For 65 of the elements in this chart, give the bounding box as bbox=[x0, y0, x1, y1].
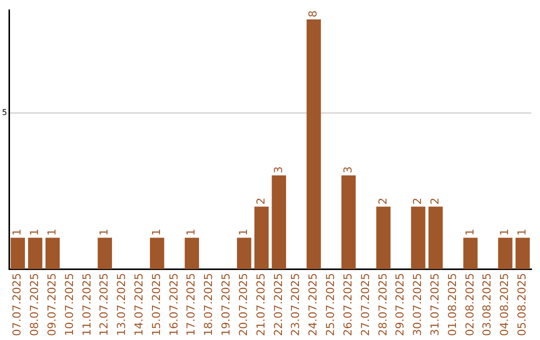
bar bbox=[376, 206, 391, 270]
x-tick-label: 17.07.2025 bbox=[184, 273, 198, 336]
x-tick-label: 22.07.2025 bbox=[272, 273, 285, 336]
data-label: 1 bbox=[28, 228, 42, 236]
x-tick-label: 08.07.2025 bbox=[28, 273, 42, 336]
data-label: 1 bbox=[98, 228, 111, 236]
x-tick-label: 07.07.2025 bbox=[10, 273, 24, 336]
x-tick-label: 16.07.2025 bbox=[167, 273, 180, 336]
bar bbox=[98, 238, 112, 270]
bar bbox=[498, 238, 512, 270]
bar bbox=[150, 238, 164, 270]
x-tick-label: 30.07.2025 bbox=[411, 273, 424, 336]
x-tick-label: 29.07.2025 bbox=[394, 273, 407, 336]
bar bbox=[306, 19, 321, 270]
x-tick-label: 31.07.2025 bbox=[428, 273, 442, 336]
data-label: 1 bbox=[150, 228, 163, 236]
bar bbox=[10, 238, 25, 270]
x-tick-label: 18.07.2025 bbox=[202, 273, 216, 336]
x-tick-label: 23.07.2025 bbox=[289, 273, 302, 336]
bar bbox=[45, 238, 60, 270]
data-label: 1 bbox=[45, 228, 58, 236]
x-tick-label: 21.07.2025 bbox=[254, 273, 268, 336]
x-tick-label: 24.07.2025 bbox=[306, 273, 320, 336]
y-tick-label: 5 bbox=[2, 108, 8, 118]
data-label: 1 bbox=[236, 228, 250, 236]
x-tick-label: 19.07.2025 bbox=[220, 273, 233, 336]
bar bbox=[254, 206, 269, 270]
x-tick-label: 03.08.2025 bbox=[480, 273, 494, 336]
x-tick-label: 09.07.2025 bbox=[45, 273, 58, 336]
bar bbox=[184, 238, 200, 270]
x-tick-label: 02.08.2025 bbox=[463, 273, 476, 336]
data-label: 3 bbox=[272, 166, 285, 174]
bar bbox=[236, 238, 252, 270]
x-tick-label: 26.07.2025 bbox=[341, 273, 354, 336]
x-tick-label: 28.07.2025 bbox=[376, 273, 390, 336]
data-label: 1 bbox=[463, 228, 476, 236]
data-label: 8 bbox=[306, 10, 320, 18]
data-label: 2 bbox=[254, 198, 268, 205]
bar bbox=[411, 206, 426, 270]
x-tick-label: 25.07.2025 bbox=[324, 273, 338, 336]
data-label: 1 bbox=[10, 228, 24, 236]
x-tick-label: 13.07.2025 bbox=[115, 273, 128, 336]
x-tick-label: 20.07.2025 bbox=[236, 273, 250, 336]
data-label: 1 bbox=[498, 228, 512, 236]
bar bbox=[428, 206, 443, 270]
data-label: 1 bbox=[184, 228, 198, 236]
x-tick-label: 14.07.2025 bbox=[132, 273, 146, 336]
bar bbox=[463, 238, 478, 270]
data-label: 2 bbox=[411, 198, 424, 205]
x-tick-label: 27.07.2025 bbox=[358, 273, 372, 336]
x-tick-label: 15.07.2025 bbox=[150, 273, 163, 336]
data-label: 3 bbox=[341, 166, 354, 174]
bar bbox=[516, 238, 530, 270]
bar bbox=[272, 175, 286, 270]
x-tick-label: 05.08.2025 bbox=[516, 273, 529, 336]
bar bbox=[341, 175, 356, 270]
x-tick-label: 04.08.2025 bbox=[498, 273, 512, 336]
x-tick-label: 10.07.2025 bbox=[62, 273, 76, 336]
bar bbox=[28, 238, 42, 270]
x-tick-label: 01.08.2025 bbox=[446, 273, 459, 336]
data-label: 2 bbox=[376, 198, 390, 205]
x-tick-label: 12.07.2025 bbox=[98, 273, 111, 336]
data-label: 1 bbox=[516, 228, 529, 236]
data-label: 2 bbox=[428, 198, 442, 205]
x-tick-label: 11.07.2025 bbox=[80, 273, 94, 336]
